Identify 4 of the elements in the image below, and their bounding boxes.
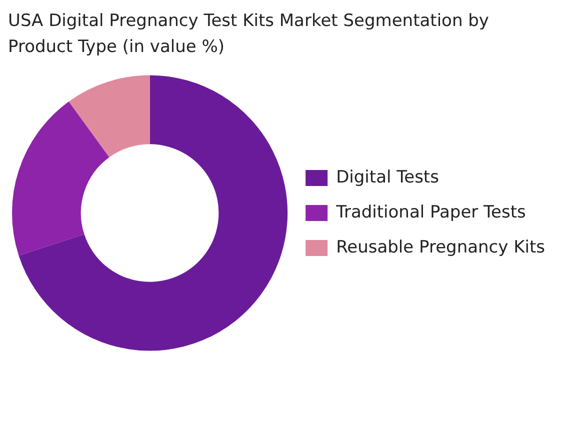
legend-label: Reusable Pregnancy Kits <box>336 237 546 258</box>
legend-label: Digital Tests <box>336 167 440 188</box>
chart-title: USA Digital Pregnancy Test Kits Market Segmentation by Product Type (in value %) <box>8 10 490 59</box>
legend-label: Traditional Paper Tests <box>335 202 526 222</box>
